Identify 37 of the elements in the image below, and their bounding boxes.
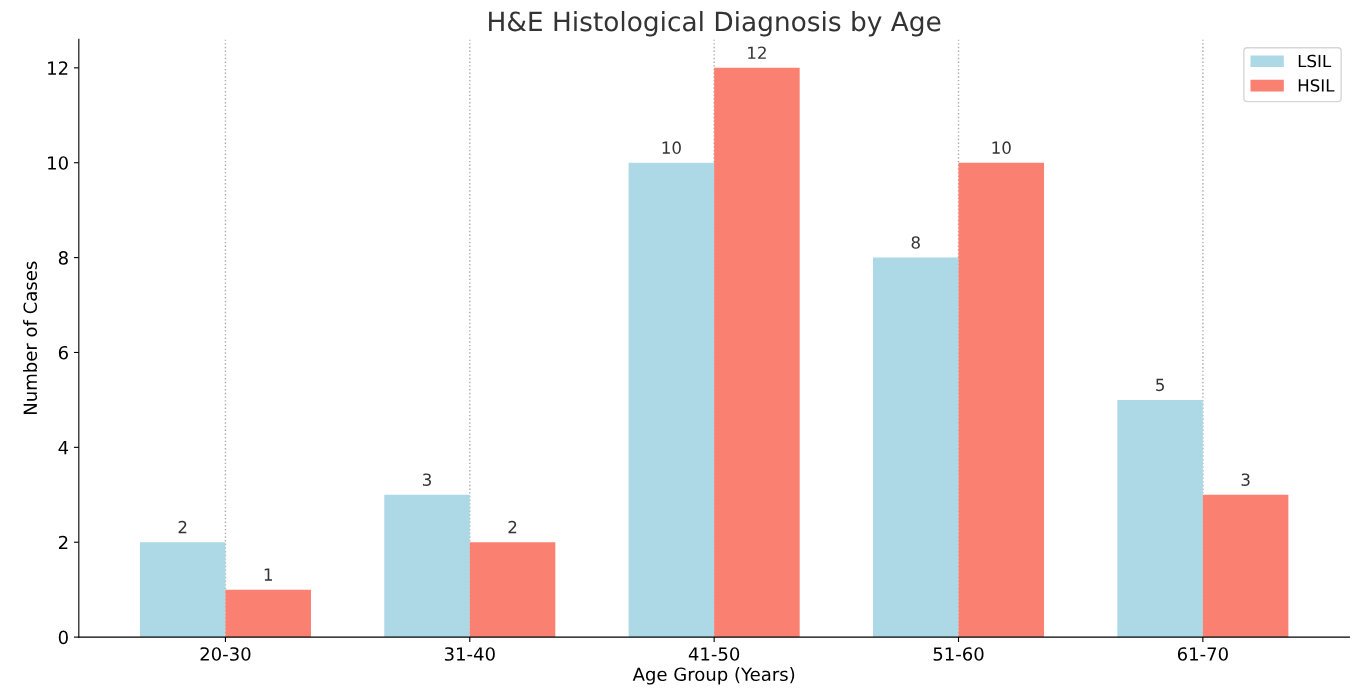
bar: [1117, 399, 1203, 638]
data-label: 10: [992, 141, 1011, 154]
y-axis-title: Number of Cases: [23, 261, 38, 414]
x-tick-label: 31-40: [444, 647, 495, 661]
y-tick-label: 0: [58, 630, 68, 645]
chart-title: H&E Histological Diagnosis by Age: [489, 11, 941, 37]
bar: [139, 542, 226, 638]
data-label: 5: [1156, 378, 1164, 392]
bar: [384, 494, 470, 638]
bar: [872, 257, 959, 638]
x-tick-label: 41-50: [688, 647, 740, 661]
bar: [628, 162, 715, 638]
legend-label: HSIL: [1298, 79, 1335, 92]
x-tick-label: 51-60: [933, 647, 984, 661]
data-label: 8: [911, 236, 920, 249]
bar: [225, 589, 311, 638]
y-tick-label: 10: [48, 156, 68, 170]
x-axis-title: Age Group (Years): [632, 667, 795, 685]
y-tick-label: 6: [58, 345, 68, 360]
legend-label: LSIL: [1298, 54, 1332, 68]
data-label: 3: [423, 473, 431, 486]
data-label: 3: [1241, 473, 1250, 486]
y-tick-label: 12: [48, 61, 68, 75]
x-tick-label: 61-70: [1177, 647, 1228, 661]
data-label: 12: [748, 46, 766, 59]
bar: [958, 162, 1045, 638]
data-label: 1: [264, 568, 272, 581]
y-tick-label: 2: [58, 535, 68, 550]
data-label: 2: [178, 520, 187, 534]
bar: [1202, 494, 1289, 638]
data-label: 10: [662, 141, 681, 154]
x-tick-label: 20-30: [200, 647, 251, 661]
bar: [469, 542, 556, 638]
y-tick-label: 8: [58, 251, 68, 265]
bar: [714, 67, 800, 638]
data-label: 2: [508, 520, 517, 534]
y-tick-label: 4: [58, 441, 69, 455]
